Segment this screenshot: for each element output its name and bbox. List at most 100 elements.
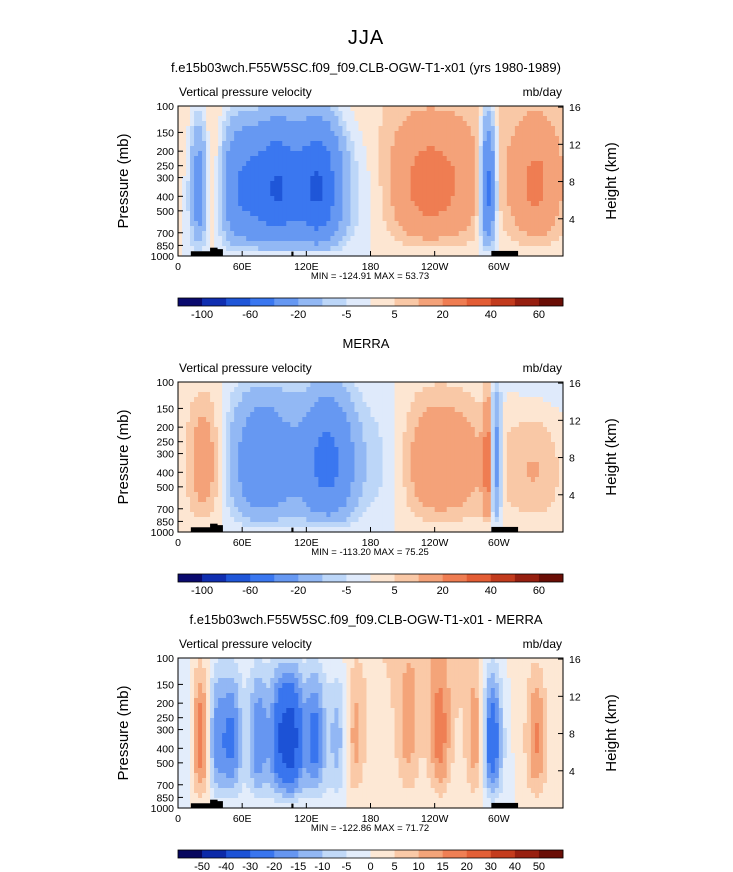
field-cell bbox=[342, 402, 348, 408]
field-cell bbox=[510, 181, 516, 187]
field-cell bbox=[358, 201, 364, 207]
field-cell bbox=[406, 161, 412, 167]
field-cell bbox=[466, 417, 472, 423]
field-cell bbox=[414, 402, 420, 408]
field-cell bbox=[354, 251, 360, 257]
field-cell bbox=[230, 226, 235, 232]
field-cell bbox=[258, 211, 263, 217]
field-cell bbox=[182, 462, 187, 468]
field-cell bbox=[414, 116, 420, 122]
field-cell bbox=[258, 422, 263, 428]
field-cell bbox=[342, 437, 348, 443]
field-cell bbox=[398, 477, 404, 483]
field-cell bbox=[366, 106, 372, 112]
field-cell bbox=[486, 412, 492, 418]
field-cell bbox=[398, 236, 404, 242]
field-cell bbox=[382, 166, 388, 172]
field-cell bbox=[294, 121, 299, 127]
field-cell bbox=[438, 176, 444, 182]
field-cell bbox=[366, 397, 372, 403]
field-cell bbox=[382, 382, 388, 388]
field-cell bbox=[194, 422, 199, 428]
field-cell bbox=[214, 191, 219, 197]
field-cell bbox=[538, 151, 544, 157]
field-cell bbox=[294, 392, 299, 398]
field-cell bbox=[390, 432, 396, 438]
field-cell bbox=[426, 186, 432, 192]
field-cell bbox=[382, 126, 388, 132]
field-cell bbox=[362, 382, 368, 388]
field-cell bbox=[194, 241, 199, 247]
field-cell bbox=[422, 246, 428, 252]
field-cell bbox=[482, 392, 488, 398]
field-cell bbox=[494, 181, 500, 187]
field-cell bbox=[294, 457, 299, 463]
field-cell bbox=[178, 136, 183, 142]
field-cell bbox=[274, 136, 279, 142]
field-cell bbox=[294, 427, 299, 433]
field-cell bbox=[198, 141, 203, 147]
field-cell bbox=[274, 116, 279, 122]
field-cell bbox=[222, 246, 227, 252]
field-cell bbox=[282, 111, 287, 117]
field-cell bbox=[266, 136, 271, 142]
field-cell bbox=[482, 186, 488, 192]
field-cell bbox=[302, 226, 307, 232]
field-cell bbox=[246, 382, 251, 388]
field-cell bbox=[386, 442, 392, 448]
field-cell bbox=[362, 211, 368, 217]
field-cell bbox=[234, 201, 239, 207]
field-cell bbox=[538, 467, 544, 473]
field-cell bbox=[550, 457, 556, 463]
field-cell bbox=[402, 397, 408, 403]
field-cell bbox=[554, 392, 560, 398]
field-cell bbox=[454, 131, 460, 137]
field-cell bbox=[414, 186, 420, 192]
field-cell bbox=[346, 211, 352, 217]
field-cell bbox=[306, 482, 311, 488]
field-cell bbox=[178, 231, 183, 237]
field-cell bbox=[298, 407, 303, 413]
field-cell bbox=[466, 216, 472, 222]
field-cell bbox=[454, 231, 460, 237]
field-cell bbox=[418, 176, 424, 182]
field-cell bbox=[474, 201, 480, 207]
field-cell bbox=[510, 156, 516, 162]
field-cell bbox=[378, 206, 384, 212]
field-cell bbox=[442, 136, 448, 142]
field-cell bbox=[530, 462, 536, 468]
field-cell bbox=[238, 397, 243, 403]
field-cell bbox=[246, 171, 251, 177]
field-cell bbox=[498, 211, 504, 217]
field-cell bbox=[418, 211, 424, 217]
field-cell bbox=[262, 387, 267, 393]
field-cell bbox=[374, 186, 380, 192]
field-cell bbox=[438, 206, 444, 212]
field-cell bbox=[370, 196, 376, 202]
field-cell bbox=[358, 216, 364, 222]
field-cell bbox=[290, 427, 295, 433]
field-cell bbox=[554, 447, 560, 453]
field-cell bbox=[478, 467, 484, 473]
field-cell bbox=[390, 176, 396, 182]
field-cell bbox=[462, 186, 468, 192]
field-cell bbox=[238, 427, 243, 433]
field-cell bbox=[406, 136, 412, 142]
field-cell bbox=[546, 387, 552, 393]
field-cell bbox=[402, 477, 408, 483]
field-cell bbox=[398, 251, 404, 257]
field-cell bbox=[458, 206, 464, 212]
field-cell bbox=[406, 201, 412, 207]
field-cell bbox=[190, 457, 195, 463]
field-cell bbox=[490, 216, 496, 222]
field-cell bbox=[446, 382, 452, 388]
field-cell bbox=[374, 196, 380, 202]
field-cell bbox=[470, 241, 476, 247]
field-cell bbox=[554, 201, 560, 207]
field-cell bbox=[238, 211, 243, 217]
field-cell bbox=[478, 156, 484, 162]
field-cell bbox=[430, 221, 436, 227]
field-cell bbox=[322, 231, 327, 237]
field-cell bbox=[230, 131, 235, 137]
field-cell bbox=[262, 221, 267, 227]
